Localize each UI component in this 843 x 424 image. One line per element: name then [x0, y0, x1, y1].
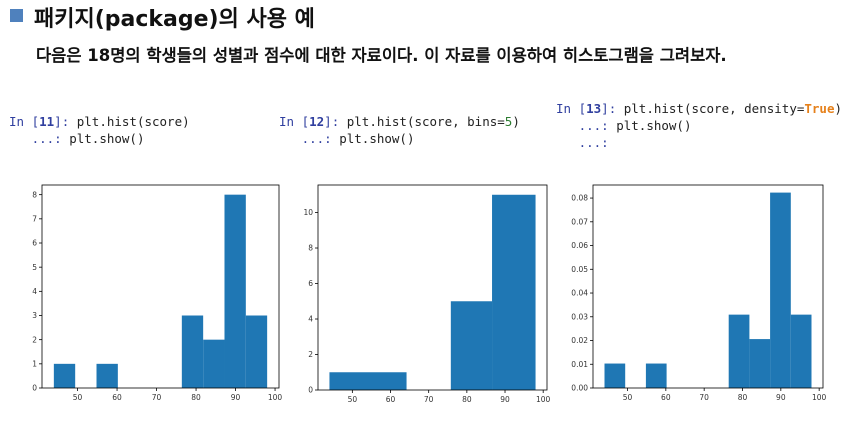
- y-tick-label: 0.02: [571, 336, 588, 345]
- histogram-bar: [245, 315, 268, 388]
- y-tick-label: 0.06: [571, 241, 588, 250]
- x-tick-label: 90: [231, 393, 241, 402]
- y-tick-label: 10: [303, 208, 313, 217]
- plot-frame: [41, 184, 280, 389]
- histogram-bar: [96, 363, 118, 388]
- code-line: plt.hist(score): [76, 114, 190, 129]
- prompt-continuation: ...:: [556, 135, 609, 150]
- y-tick-label: 6: [308, 279, 313, 288]
- y-tick-label: 6: [32, 239, 37, 248]
- y-tick-label: 7: [32, 214, 37, 223]
- prompt-number: 12: [309, 114, 325, 129]
- histogram-bar: [181, 315, 204, 388]
- prompt-close: ]:: [324, 114, 347, 129]
- y-tick-label: 0.07: [571, 217, 588, 226]
- histogram-bins-5: 50 60 70 80 90 100 0 2 4 6 8 10: [303, 184, 551, 404]
- code-line: plt.show(): [339, 131, 415, 146]
- plot-frame: [592, 184, 824, 389]
- x-tick-label: 70: [699, 393, 709, 402]
- histogram-bar: [645, 363, 667, 388]
- code-cell-12: In [12]: plt.hist(score, bins=5) ...: pl…: [279, 96, 520, 147]
- prompt-close: ]:: [54, 114, 77, 129]
- y-tick-label: 0.01: [571, 360, 588, 369]
- x-tick-label: 100: [812, 393, 827, 402]
- y-tick-label: 0.05: [571, 265, 588, 274]
- histogram-bar: [770, 192, 791, 388]
- x-tick-label: 60: [386, 395, 396, 404]
- histogram-density: 50 60 70 80 90 100 0.00 0.01 0.02 0.03 0.04 0.05 0.0…: [571, 184, 827, 402]
- y-tick-label: 8: [32, 190, 37, 199]
- x-tick-label: 70: [424, 395, 434, 404]
- x-tick-label: 60: [112, 393, 122, 402]
- code-line: plt.show(): [69, 131, 145, 146]
- histogram-bar: [224, 194, 246, 388]
- histogram-bar: [53, 363, 76, 388]
- prompt-in: In [: [9, 114, 40, 129]
- y-tick-label: 0.08: [571, 194, 588, 203]
- plot-frame: [317, 184, 548, 391]
- code-line: plt.hist(score, density=: [623, 101, 805, 116]
- x-tick-label: 80: [462, 395, 472, 404]
- code-line: plt.show(): [616, 118, 692, 133]
- prompt-in: In [: [279, 114, 310, 129]
- y-tick-label: 5: [32, 263, 37, 272]
- histogram-bar: [749, 339, 771, 388]
- histogram-bar: [790, 314, 812, 388]
- y-tick-label: 1: [32, 359, 37, 368]
- histogram-bar: [203, 339, 225, 388]
- code-keyword: True: [804, 101, 835, 116]
- y-tick-label: 0: [308, 386, 313, 395]
- code-line: ): [834, 101, 843, 116]
- y-tick-label: 0.00: [571, 384, 588, 393]
- histogram-bar: [604, 363, 626, 388]
- y-tick-label: 4: [32, 287, 37, 296]
- x-tick-label: 80: [738, 393, 748, 402]
- prompt-continuation: ...:: [556, 118, 617, 133]
- histogram-bar: [728, 314, 750, 388]
- y-tick-label: 0.03: [571, 312, 588, 321]
- x-tick-label: 80: [191, 393, 201, 402]
- code-line: plt.hist(score, bins=: [346, 114, 505, 129]
- y-tick-label: 2: [32, 335, 37, 344]
- prompt-in: In [: [556, 101, 587, 116]
- x-tick-label: 50: [73, 393, 83, 402]
- x-tick-label: 70: [152, 393, 162, 402]
- slide-title: 패키지(package)의 사용 예: [34, 7, 315, 32]
- prompt-continuation: ...:: [9, 131, 70, 146]
- code-cell-11: In [11]: plt.hist(score) ...: plt.show(): [9, 96, 190, 147]
- x-tick-label: 50: [348, 395, 358, 404]
- prompt-number: 13: [586, 101, 602, 116]
- code-cell-13: In [13]: plt.hist(score, density=True) .…: [556, 83, 842, 151]
- x-tick-label: 100: [268, 393, 283, 402]
- histogram-bar: [450, 301, 493, 390]
- histogram-default: 50 60 70 80 90 100 0 1 2 3 4 5 6 7 8: [32, 184, 283, 402]
- y-tick-label: 2: [308, 350, 313, 359]
- y-tick-label: 4: [308, 315, 313, 324]
- code-line: ): [512, 114, 520, 129]
- histogram-bar: [329, 372, 407, 390]
- y-tick-label: 3: [32, 311, 37, 320]
- prompt-continuation: ...:: [279, 131, 340, 146]
- y-tick-label: 0: [32, 384, 37, 393]
- y-tick-label: 0.04: [571, 289, 588, 298]
- x-tick-label: 90: [500, 395, 510, 404]
- x-tick-label: 90: [776, 393, 786, 402]
- prompt-close: ]:: [601, 101, 624, 116]
- code-literal: 5: [504, 114, 513, 129]
- title-bullet: [10, 9, 23, 22]
- y-tick-label: 8: [308, 244, 313, 253]
- x-tick-label: 100: [536, 395, 551, 404]
- x-tick-label: 60: [661, 393, 671, 402]
- x-tick-label: 50: [623, 393, 633, 402]
- slide-subtitle: 다음은 18명의 학생들의 성별과 점수에 대한 자료이다. 이 자료를 이용하…: [36, 46, 727, 65]
- prompt-number: 11: [39, 114, 55, 129]
- histogram-bar: [492, 194, 536, 390]
